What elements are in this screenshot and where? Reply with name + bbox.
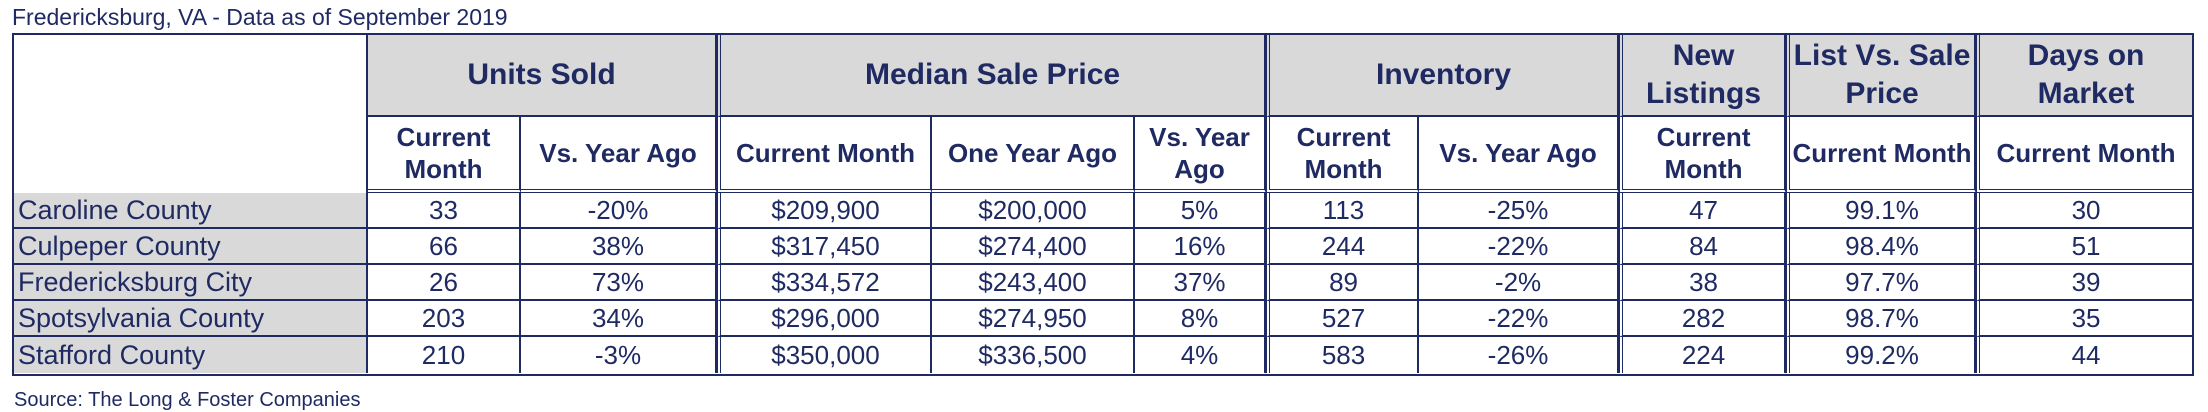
subheader-days-current: Current Month: [1976, 117, 2193, 193]
cell-price-year-ago: $274,950: [932, 301, 1135, 337]
cell-price-vs-year: 37%: [1135, 265, 1267, 301]
cell-units-vs-year: 34%: [521, 301, 717, 337]
cell-new-listings-current: 47: [1619, 193, 1787, 229]
cell-inventory-current: 527: [1266, 301, 1420, 337]
market-data-table: Units Sold Median Sale Price Inventory N…: [14, 35, 2193, 373]
cell-units-current: 26: [368, 265, 521, 301]
row-label: Stafford County: [14, 337, 368, 373]
cell-list-vs-sale-current: 99.2%: [1786, 337, 1977, 373]
cell-inventory-vs-year: -26%: [1419, 337, 1620, 373]
cell-new-listings-current: 282: [1619, 301, 1787, 337]
cell-units-vs-year: 73%: [521, 265, 717, 301]
subheader-listings-current: Current Month: [1619, 117, 1787, 193]
table-body: Caroline County 33 -20% $209,900 $200,000 5% 1…: [14, 193, 2193, 373]
table-row: Spotsylvania County 203 34% $296,000 $274,95…: [14, 301, 2193, 337]
cell-list-vs-sale-current: 98.4%: [1786, 229, 1977, 265]
cell-list-vs-sale-current: 98.7%: [1786, 301, 1977, 337]
row-label: Fredericksburg City: [14, 265, 368, 301]
cell-new-listings-current: 224: [1619, 337, 1787, 373]
subheader-inventory-vs-year: Vs. Year Ago: [1419, 117, 1620, 193]
cell-price-current: $296,000: [717, 301, 932, 337]
group-list-vs-sale-price: List Vs. Sale Price: [1786, 35, 1977, 117]
table-row: Fredericksburg City 26 73% $334,572 $243,400…: [14, 265, 2193, 301]
cell-days-current: 51: [1976, 229, 2193, 265]
cell-units-vs-year: -3%: [521, 337, 717, 373]
cell-inventory-vs-year: -25%: [1419, 193, 1620, 229]
cell-inventory-current: 583: [1266, 337, 1420, 373]
cell-days-current: 35: [1976, 301, 2193, 337]
cell-price-current: $209,900: [717, 193, 932, 229]
cell-list-vs-sale-current: 99.1%: [1786, 193, 1977, 229]
cell-price-year-ago: $200,000: [932, 193, 1135, 229]
group-new-listings: New Listings: [1619, 35, 1787, 117]
group-header-row: Units Sold Median Sale Price Inventory N…: [14, 35, 2193, 193]
cell-price-current: $334,572: [717, 265, 932, 301]
cell-days-current: 39: [1976, 265, 2193, 301]
cell-units-current: 33: [368, 193, 521, 229]
table-row: Culpeper County 66 38% $317,450 $274,400 16% 2…: [14, 229, 2193, 265]
table-row: Stafford County 210 -3% $350,000 $336,500 4% 5…: [14, 337, 2192, 373]
group-inventory: Inventory: [1266, 35, 1620, 117]
cell-days-current: 44: [1976, 337, 2192, 373]
row-label: Culpeper County: [14, 229, 368, 265]
subheader-units-current: Current Month: [368, 117, 521, 193]
cell-price-current: $350,000: [717, 337, 932, 373]
subheader-price-year-ago: One Year Ago: [932, 117, 1135, 193]
cell-new-listings-current: 38: [1619, 265, 1787, 301]
report-title: Fredericksburg, VA - Data as of Septembe…: [12, 4, 508, 30]
subheader-units-vs-year: Vs. Year Ago: [521, 117, 717, 193]
cell-units-current: 210: [368, 337, 521, 373]
corner-cell: [14, 35, 368, 193]
group-units-sold: Units Sold: [368, 35, 717, 117]
cell-units-current: 66: [368, 229, 521, 265]
row-label: Spotsylvania County: [14, 301, 368, 337]
cell-days-current: 30: [1976, 193, 2193, 229]
source-note: Source: The Long & Foster Companies: [14, 389, 361, 411]
cell-list-vs-sale-current: 97.7%: [1786, 265, 1977, 301]
cell-inventory-current: 89: [1266, 265, 1420, 301]
cell-inventory-current: 113: [1266, 193, 1420, 229]
row-label: Caroline County: [14, 193, 368, 229]
table-row: Caroline County 33 -20% $209,900 $200,000 5% 1…: [14, 193, 2193, 229]
cell-price-current: $317,450: [717, 229, 932, 265]
cell-price-year-ago: $274,400: [932, 229, 1135, 265]
cell-new-listings-current: 84: [1619, 229, 1787, 265]
cell-price-year-ago: $336,500: [932, 337, 1135, 373]
cell-price-vs-year: 8%: [1135, 301, 1267, 337]
sub-header-row: Current Month Vs. Year Ago Current Month…: [14, 117, 2193, 193]
table-frame: [12, 33, 2194, 376]
cell-inventory-vs-year: -2%: [1419, 265, 1620, 301]
cell-price-vs-year: 16%: [1135, 229, 1267, 265]
cell-units-vs-year: -20%: [521, 193, 717, 229]
subheader-price-current: Current Month: [717, 117, 932, 193]
cell-price-vs-year: 4%: [1135, 337, 1267, 373]
subheader-price-vs-year: Vs. Year Ago: [1135, 117, 1267, 193]
cell-price-vs-year: 5%: [1135, 193, 1267, 229]
subheader-list-sale-current: Current Month: [1786, 117, 1977, 193]
cell-inventory-vs-year: -22%: [1419, 229, 1620, 265]
cell-inventory-vs-year: -22%: [1419, 301, 1620, 337]
cell-units-vs-year: 38%: [521, 229, 717, 265]
subheader-inventory-current: Current Month: [1266, 117, 1420, 193]
group-median-sale-price: Median Sale Price: [717, 35, 1267, 117]
cell-price-year-ago: $243,400: [932, 265, 1135, 301]
cell-units-current: 203: [368, 301, 521, 337]
group-days-on-market: Days on Market: [1976, 35, 2193, 117]
cell-inventory-current: 244: [1266, 229, 1420, 265]
